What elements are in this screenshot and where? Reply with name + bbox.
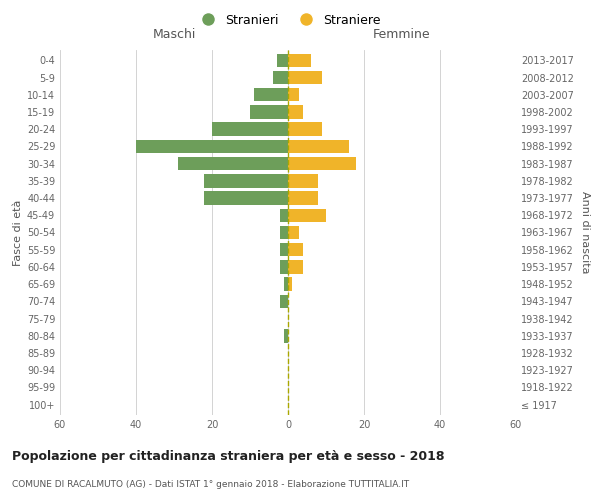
Bar — [280, 243, 288, 256]
Y-axis label: Fasce di età: Fasce di età — [13, 200, 23, 266]
Bar — [288, 71, 322, 85]
Bar — [280, 208, 288, 222]
Bar — [284, 329, 288, 342]
Bar — [284, 278, 288, 291]
Bar — [212, 122, 288, 136]
Bar — [280, 294, 288, 308]
Bar — [205, 192, 288, 205]
Text: Maschi: Maschi — [152, 28, 196, 42]
Bar — [288, 140, 349, 153]
Text: Femmine: Femmine — [373, 28, 431, 42]
Bar — [288, 88, 299, 102]
Bar — [288, 122, 322, 136]
Bar — [288, 157, 356, 170]
Text: Popolazione per cittadinanza straniera per età e sesso - 2018: Popolazione per cittadinanza straniera p… — [12, 450, 445, 463]
Bar — [205, 174, 288, 188]
Bar — [288, 208, 326, 222]
Bar — [288, 106, 303, 118]
Bar — [273, 71, 288, 85]
Bar — [288, 174, 319, 188]
Bar — [136, 140, 288, 153]
Bar — [288, 278, 292, 291]
Y-axis label: Anni di nascita: Anni di nascita — [580, 191, 590, 274]
Bar — [280, 226, 288, 239]
Bar — [280, 260, 288, 274]
Bar — [288, 260, 303, 274]
Bar — [288, 243, 303, 256]
Bar — [254, 88, 288, 102]
Bar — [250, 106, 288, 118]
Bar — [288, 54, 311, 67]
Bar — [178, 157, 288, 170]
Text: COMUNE DI RACALMUTO (AG) - Dati ISTAT 1° gennaio 2018 - Elaborazione TUTTITALIA.: COMUNE DI RACALMUTO (AG) - Dati ISTAT 1°… — [12, 480, 409, 489]
Legend: Stranieri, Straniere: Stranieri, Straniere — [190, 8, 386, 32]
Bar — [288, 226, 299, 239]
Bar — [288, 192, 319, 205]
Bar — [277, 54, 288, 67]
